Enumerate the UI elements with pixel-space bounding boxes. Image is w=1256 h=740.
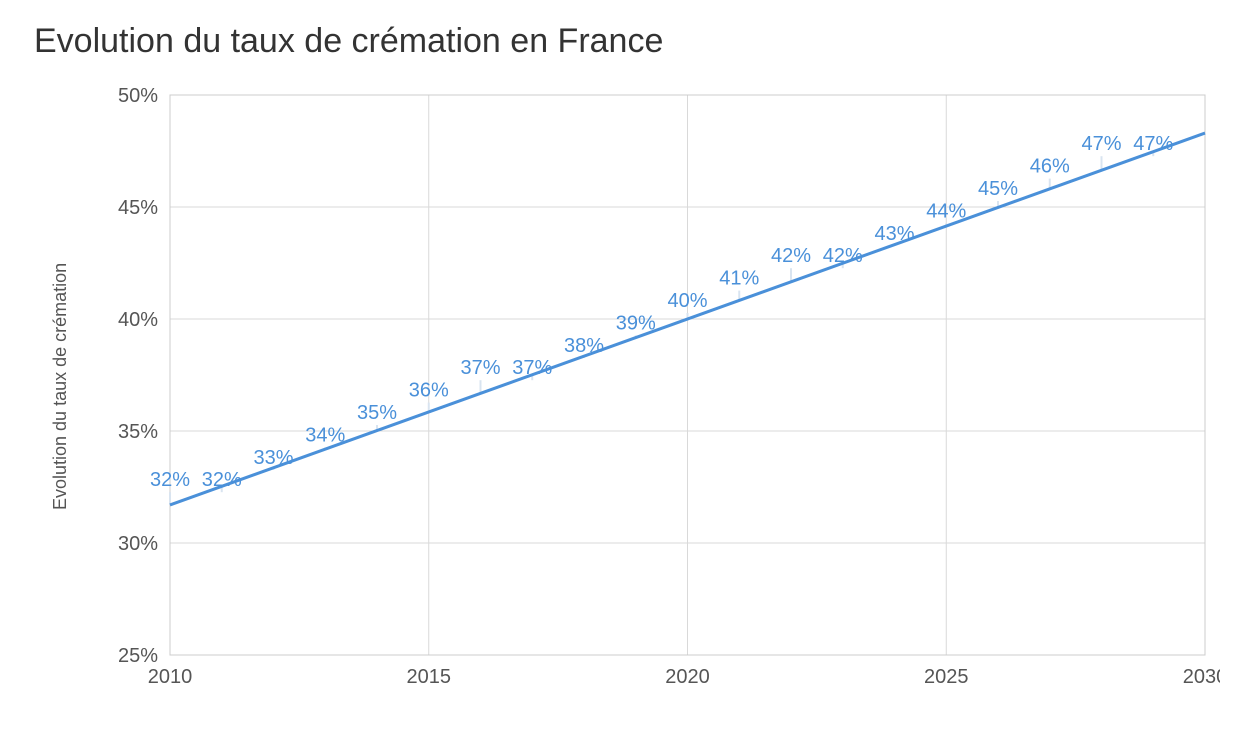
x-tick-label: 2030 [1183, 666, 1220, 688]
chart-title: Evolution du taux de crémation en France [34, 22, 663, 61]
data-label: 33% [253, 447, 293, 469]
data-label: 45% [978, 178, 1018, 200]
x-tick-label: 2010 [148, 666, 193, 688]
data-label: 42% [771, 245, 811, 267]
x-tick-label: 2025 [924, 666, 969, 688]
data-label: 37% [460, 357, 500, 379]
data-label: 46% [1030, 156, 1070, 178]
x-tick-label: 2020 [665, 666, 710, 688]
data-label: 32% [150, 469, 190, 491]
y-tick-label: 40% [118, 309, 158, 331]
data-label: 35% [357, 402, 397, 424]
data-label: 39% [616, 312, 656, 334]
data-label: 44% [926, 200, 966, 222]
data-label: 34% [305, 424, 345, 446]
chart-container: Evolution du taux de crémation 32% 32% 33%… [40, 70, 1220, 710]
data-label: 47% [1081, 133, 1121, 155]
data-label: 32% [202, 469, 242, 491]
data-label: 47% [1133, 133, 1173, 155]
data-label: 37% [512, 357, 552, 379]
data-label: 36% [409, 380, 449, 402]
data-label: 38% [564, 335, 604, 357]
x-tick-label: 2015 [407, 666, 452, 688]
data-label: 41% [719, 268, 759, 290]
data-label: 40% [667, 290, 707, 312]
y-tick-label: 30% [118, 533, 158, 555]
y-tick-label: 45% [118, 197, 158, 219]
data-label: 42% [823, 245, 863, 267]
y-tick-label: 50% [118, 85, 158, 107]
chart-svg: 32% 32% 33% 34% 35% 36% 37% 37% 38% 39% 40% 41% 42% 4… [40, 70, 1220, 710]
data-label: 43% [874, 223, 914, 245]
y-axis-title: Evolution du taux de crémation [50, 263, 71, 510]
y-tick-label: 25% [118, 645, 158, 667]
y-tick-label: 35% [118, 421, 158, 443]
